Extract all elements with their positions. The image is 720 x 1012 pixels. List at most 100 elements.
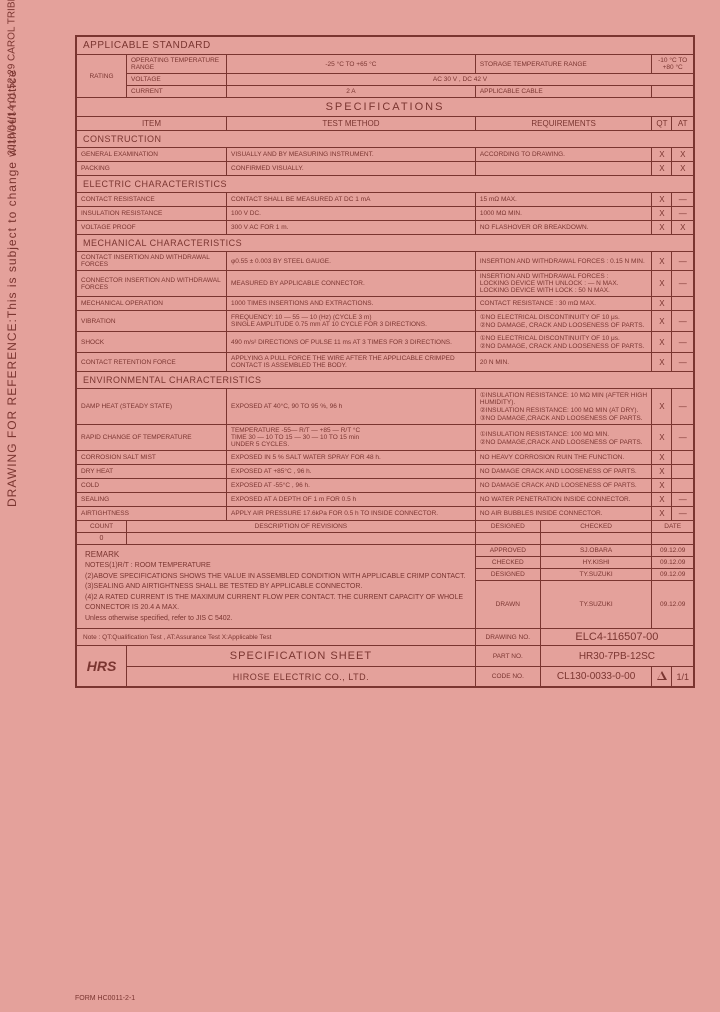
- specification-sheet: APPLICABLE STANDARD RATING OPERATING TEM…: [75, 35, 695, 688]
- spec-at: —: [672, 353, 694, 372]
- remark-note5: Unless otherwise specified, refer to JIS…: [85, 614, 467, 625]
- spec-requirement: 1000 MΩ MIN.: [475, 207, 652, 221]
- spec-at: [672, 479, 694, 493]
- spec-item: CONTACT RESISTANCE: [77, 193, 227, 207]
- remark-note2: (2)ABOVE SPECIFICATIONS SHOWS THE VALUE …: [85, 572, 467, 583]
- spec-method: EXPOSED AT A DEPTH OF 1 m FOR 0.5 h: [227, 493, 476, 507]
- spec-item: SHOCK: [77, 332, 227, 353]
- spec-qt: X: [652, 425, 672, 451]
- storage-temp-value: -10 °C TO +80 °C: [652, 55, 694, 74]
- spec-item: MECHANICAL OPERATION: [77, 297, 227, 311]
- remark-box: REMARK NOTES(1)R/T : ROOM TEMPERATURE (2…: [77, 545, 476, 629]
- spec-requirement: ①NO ELECTRICAL DISCONTINUITY OF 10 μs. ②…: [475, 311, 652, 332]
- spec-row: INSULATION RESISTANCE100 V DC.1000 MΩ MI…: [77, 207, 694, 221]
- spec-qt: X: [652, 252, 672, 271]
- spec-requirement: NO WATER PENETRATION INSIDE CONNECTOR.: [475, 493, 652, 507]
- spec-row: VOLTAGE PROOF300 V AC FOR 1 m.NO FLASHOV…: [77, 221, 694, 235]
- count-header: COUNT: [77, 521, 127, 533]
- approved-name: SJ.OBARA: [540, 545, 652, 557]
- spec-item: CORROSION SALT MIST: [77, 451, 227, 465]
- spec-qt: X: [652, 193, 672, 207]
- spec-requirement: INSERTION AND WITHDRAWAL FORCES : LOCKIN…: [475, 271, 652, 297]
- item-column-header: ITEM: [77, 117, 227, 131]
- qt-column-header: QT: [652, 117, 672, 131]
- spec-method: EXPOSED AT -55°C , 96 h.: [227, 479, 476, 493]
- spec-at: —: [672, 271, 694, 297]
- mechanical-header: MECHANICAL CHARACTERISTICS: [77, 235, 694, 252]
- spec-item: GENERAL EXAMINATION: [77, 148, 227, 162]
- spec-method: APPLY AIR PRESSURE 17.6kPa FOR 0.5 h TO …: [227, 507, 476, 521]
- revision-date-cell: [652, 533, 694, 545]
- hrs-logo: HRS: [87, 658, 117, 674]
- spec-item: RAPID CHANGE OF TEMPERATURE: [77, 425, 227, 451]
- drawn-label: DRAWN: [475, 581, 540, 629]
- code-no-label: CODE NO.: [475, 667, 540, 687]
- part-no-value: HR30-7PB-12SC: [540, 646, 693, 667]
- code-no-value: CL130-0033-0-00: [540, 667, 652, 687]
- spec-item: DAMP HEAT (STEADY STATE): [77, 389, 227, 425]
- spec-row: CONTACT RETENTION FORCEAPPLYING A PULL F…: [77, 353, 694, 372]
- spec-qt: X: [652, 465, 672, 479]
- rating-label: RATING: [77, 55, 127, 98]
- spec-row: CONNECTOR INSERTION AND WITHDRAWAL FORCE…: [77, 271, 694, 297]
- spec-row: MECHANICAL OPERATION1000 TIMES INSERTION…: [77, 297, 694, 311]
- spec-method: VISUALLY AND BY MEASURING INSTRUMENT.: [227, 148, 476, 162]
- spec-item: PACKING: [77, 162, 227, 176]
- cable-label: APPLICABLE CABLE: [475, 86, 652, 98]
- remark-note3: (3)SEALING AND AIRTIGHTNESS SHALL BE TES…: [85, 582, 467, 593]
- spec-method: FREQUENCY: 10 — 55 — 10 (Hz) (CYCLE 3 m)…: [227, 311, 476, 332]
- test-legend-note: Note : QT:Qualification Test , AT:Assura…: [77, 629, 476, 646]
- spec-requirement: 15 mΩ MAX.: [475, 193, 652, 207]
- spec-method: EXPOSED AT 40°C, 90 TO 95 %, 96 h: [227, 389, 476, 425]
- op-temp-value: -25 °C TO +65 °C: [227, 55, 476, 74]
- spec-item: CONTACT RETENTION FORCE: [77, 353, 227, 372]
- remark-header: REMARK: [85, 549, 467, 561]
- spec-row: GENERAL EXAMINATIONVISUALLY AND BY MEASU…: [77, 148, 694, 162]
- approved-label: APPROVED: [475, 545, 540, 557]
- revision-designed-header: DESIGNED: [475, 521, 540, 533]
- spec-requirement: NO AIR BUBBLES INSIDE CONNECTOR.: [475, 507, 652, 521]
- approved-date: 09.12.09: [652, 545, 694, 557]
- spec-item: COLD: [77, 479, 227, 493]
- spec-at: [672, 451, 694, 465]
- spec-item: DRY HEAT: [77, 465, 227, 479]
- spec-at: X: [672, 162, 694, 176]
- spec-method: TEMPERATURE -55— R/T — +85 — R/T °C TIME…: [227, 425, 476, 451]
- drawing-no-label: DRAWING NO.: [475, 629, 540, 646]
- spec-at: [672, 297, 694, 311]
- company-name: HIROSE ELECTRIC CO., LTD.: [127, 667, 476, 687]
- designed-label: DESIGNED: [475, 569, 540, 581]
- at-column-header: AT: [672, 117, 694, 131]
- spec-method: 300 V AC FOR 1 m.: [227, 221, 476, 235]
- spec-row: DRY HEATEXPOSED AT +85°C , 96 h.NO DAMAG…: [77, 465, 694, 479]
- spec-at: —: [672, 425, 694, 451]
- spec-method: 490 m/s² DIRECTIONS OF PULSE 11 ms AT 3 …: [227, 332, 476, 353]
- warning-triangle-icon: [657, 671, 667, 680]
- spec-requirement: ①NO ELECTRICAL DISCONTINUITY OF 10 μs. ②…: [475, 332, 652, 353]
- spec-row: PACKINGCONFIRMED VISUALLY.XX: [77, 162, 694, 176]
- spec-qt: X: [652, 332, 672, 353]
- spec-at: [672, 465, 694, 479]
- spec-requirement: CONTACT RESISTANCE : 30 mΩ MAX.: [475, 297, 652, 311]
- part-no-label: PART NO.: [475, 646, 540, 667]
- revision-date-header: DATE: [652, 521, 694, 533]
- spec-at: —: [672, 207, 694, 221]
- spec-qt: X: [652, 311, 672, 332]
- spec-method: φ0.55 ± 0.003 BY STEEL GAUGE.: [227, 252, 476, 271]
- spec-row: CONTACT INSERTION AND WITHDRAWAL FORCESφ…: [77, 252, 694, 271]
- spec-row: CORROSION SALT MISTEXPOSED IN 5 % SALT W…: [77, 451, 694, 465]
- spec-qt: X: [652, 353, 672, 372]
- spec-method: MEASURED BY APPLICABLE CONNECTOR.: [227, 271, 476, 297]
- spec-row: SEALINGEXPOSED AT A DEPTH OF 1 m FOR 0.5…: [77, 493, 694, 507]
- spec-at: —: [672, 311, 694, 332]
- spec-requirement: NO FLASHOVER OR BREAKDOWN.: [475, 221, 652, 235]
- spec-requirement: NO DAMAGE CRACK AND LOOSENESS OF PARTS.: [475, 479, 652, 493]
- spec-at: —: [672, 389, 694, 425]
- spec-requirement: ACCORDING TO DRAWING.: [475, 148, 652, 162]
- spec-qt: X: [652, 507, 672, 521]
- vertical-timestamp: 2010/04/14 01:52:29 CAROL TRIBBLE: [7, 0, 18, 156]
- spec-qt: X: [652, 221, 672, 235]
- form-number: FORM HC0011-2-1: [75, 995, 135, 1002]
- checked-label: CHECKED: [475, 557, 540, 569]
- spec-item: CONNECTOR INSERTION AND WITHDRAWAL FORCE…: [77, 271, 227, 297]
